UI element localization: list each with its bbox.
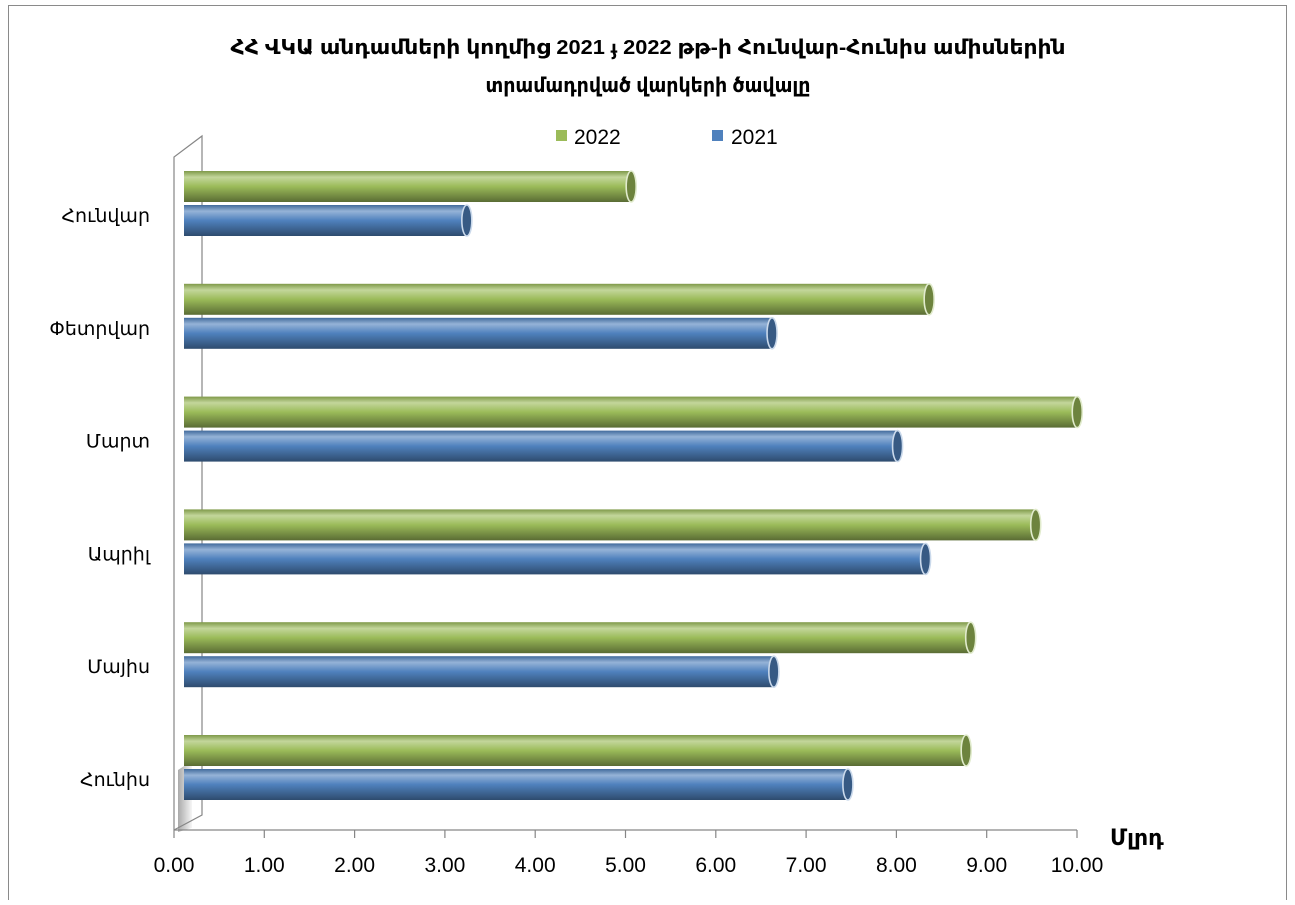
bar-body	[184, 396, 1078, 428]
category-label: Հունիս	[80, 769, 150, 791]
bar-end-cap	[766, 316, 778, 350]
x-tick-label: 1.00	[244, 854, 285, 877]
x-tick-label: 6.00	[695, 854, 736, 877]
category-axis-labels: Հունվար Փետրվար Մարտ Ապրիլ Մայիս Հունիս	[49, 205, 150, 791]
bars	[184, 170, 1084, 801]
chart-wall	[173, 134, 203, 832]
bar	[184, 734, 972, 767]
bar-body	[184, 622, 971, 654]
bar-end-cap	[768, 655, 780, 689]
x-tick-label: 8.00	[876, 854, 917, 877]
x-tick-label: 0.00	[154, 854, 195, 877]
chart-title-line-2: տրամադրված վարկերի ծավալը	[486, 75, 811, 97]
chart-border	[8, 5, 1287, 900]
x-tick-label: 3.00	[424, 854, 465, 877]
chart-title-line-1: ՀՀ ՎԿԱ անդամների կողմից 2021 ֈ 2022 թթ-ի…	[231, 37, 1066, 60]
bar	[184, 621, 977, 655]
x-tick-label: 10.00	[1051, 854, 1104, 877]
x-tick-label: 5.00	[605, 854, 646, 877]
bar-body	[184, 171, 632, 202]
bar-body	[184, 769, 848, 800]
bar	[184, 204, 473, 237]
bar	[184, 170, 637, 203]
bar-body	[184, 283, 930, 315]
legend: 2022 2021	[556, 126, 778, 149]
bar-end-cap	[891, 429, 904, 463]
value-axis-unit-label: Մլրդ	[1110, 825, 1164, 850]
legend-swatch	[556, 130, 567, 141]
category-label: Ապրիլ	[88, 543, 151, 565]
bar-body	[184, 656, 774, 688]
x-tick-label: 7.00	[786, 854, 827, 877]
category-label: Մարտ	[86, 431, 150, 453]
wall-outline	[173, 134, 203, 831]
bar	[184, 768, 854, 801]
bar-end-cap	[964, 621, 977, 655]
category-label: Մայիս	[87, 656, 150, 678]
legend-swatch	[712, 130, 723, 141]
legend-label: 2021	[731, 126, 778, 149]
bar-end-cap	[461, 204, 473, 237]
bar-end-cap	[625, 170, 637, 203]
bar	[184, 316, 778, 350]
bar	[184, 282, 935, 316]
bar-body	[184, 509, 1036, 541]
bar	[184, 395, 1084, 429]
bar-end-cap	[1071, 395, 1084, 429]
category-label: Հունվար	[61, 205, 150, 227]
bar	[184, 429, 904, 463]
bar-body	[184, 735, 967, 766]
bar	[184, 508, 1042, 542]
legend-label: 2022	[574, 126, 621, 149]
bar-body	[184, 205, 467, 236]
x-tick-label: 2.00	[334, 854, 375, 877]
bar-body	[184, 430, 898, 462]
bar-end-cap	[923, 282, 935, 316]
x-axis-ticks: 0.00 1.00 2.00 3.00 4.00 5.00 6.00 7.00 8.00 9.00…	[154, 830, 1104, 877]
bar-end-cap	[842, 768, 854, 801]
category-label: Փետրվար	[49, 318, 150, 340]
bar	[184, 542, 932, 576]
bar-body	[184, 543, 926, 575]
x-tick-label: 4.00	[515, 854, 556, 877]
bar-end-cap	[1029, 508, 1042, 542]
bar-body	[184, 317, 773, 349]
x-tick-label: 9.00	[966, 854, 1007, 877]
bar-end-cap	[919, 542, 932, 576]
bar-end-cap	[960, 734, 972, 767]
bar	[184, 655, 780, 689]
